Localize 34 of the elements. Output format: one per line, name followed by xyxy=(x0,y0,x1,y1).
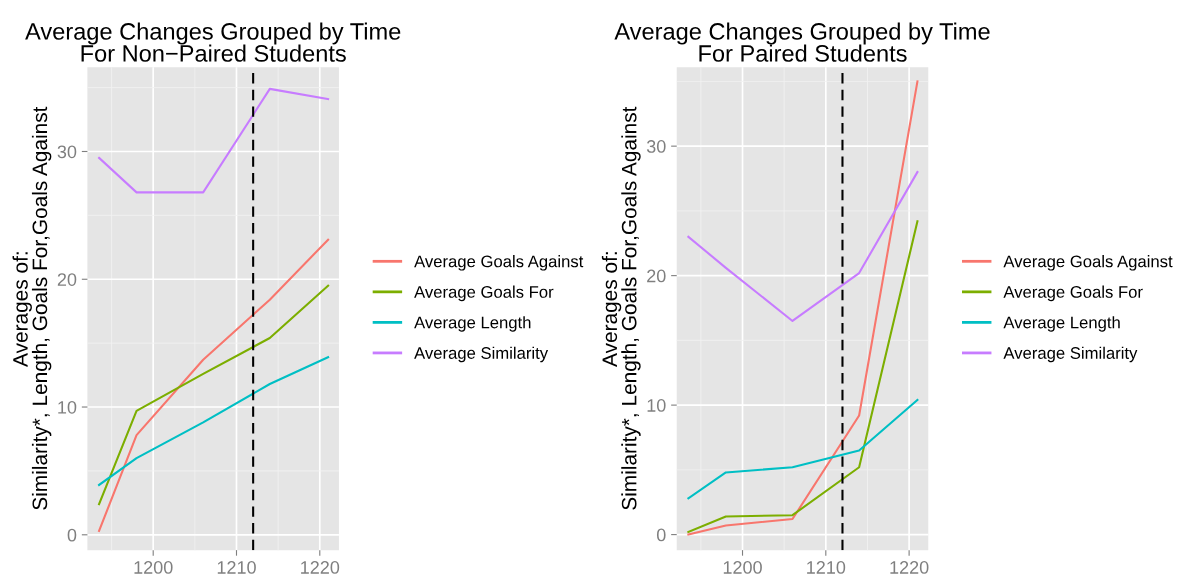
legend-label: Average Goals Against xyxy=(1003,255,1173,271)
y-tick-label: 20 xyxy=(647,269,666,283)
legend-label: Average Similarity xyxy=(414,346,549,363)
legend-label: Average Goals Against xyxy=(414,255,584,271)
legend-label: Average Goals For xyxy=(1003,285,1143,302)
line-series xyxy=(98,238,330,532)
x-tick-label: 1220 xyxy=(301,561,340,574)
x-tick-label: 1200 xyxy=(134,561,173,574)
line-series xyxy=(98,356,330,487)
y-tick-label: 0 xyxy=(656,528,666,542)
x-tick-label: 1200 xyxy=(723,561,762,574)
legend-label: Average Goals For xyxy=(414,285,554,302)
x-tick-label: 1210 xyxy=(217,561,256,574)
y-axis-title: Averages of: Similarity*, Length, Goals For,Goals Against xyxy=(12,106,52,510)
line-series xyxy=(687,80,919,536)
line-series xyxy=(98,284,330,506)
line-series xyxy=(687,220,919,534)
y-tick-label: 30 xyxy=(57,145,77,159)
y-tick-label: 10 xyxy=(647,399,666,412)
chart-title: Average Changes Grouped by Time For Paired Students xyxy=(614,22,990,62)
x-tick-label: 1220 xyxy=(890,561,929,574)
y-axis-title: Averages of: Similarity*, Length, Goals For,Goals Against xyxy=(601,106,641,510)
line-series xyxy=(687,171,919,322)
x-tick-label: 1210 xyxy=(807,561,846,574)
chart-title: Average Changes Grouped by Time For Non−Paired Students xyxy=(25,22,401,62)
legend-label: Average Length xyxy=(414,316,531,332)
y-tick-label: 20 xyxy=(57,273,77,286)
line-series xyxy=(687,398,919,500)
y-tick-label: 30 xyxy=(646,140,666,153)
legend-label: Average Length xyxy=(1003,316,1120,332)
legend-label: Average Similarity xyxy=(1003,346,1138,363)
y-tick-label: 0 xyxy=(67,528,77,542)
line-series xyxy=(98,87,330,194)
y-tick-label: 10 xyxy=(58,400,77,414)
